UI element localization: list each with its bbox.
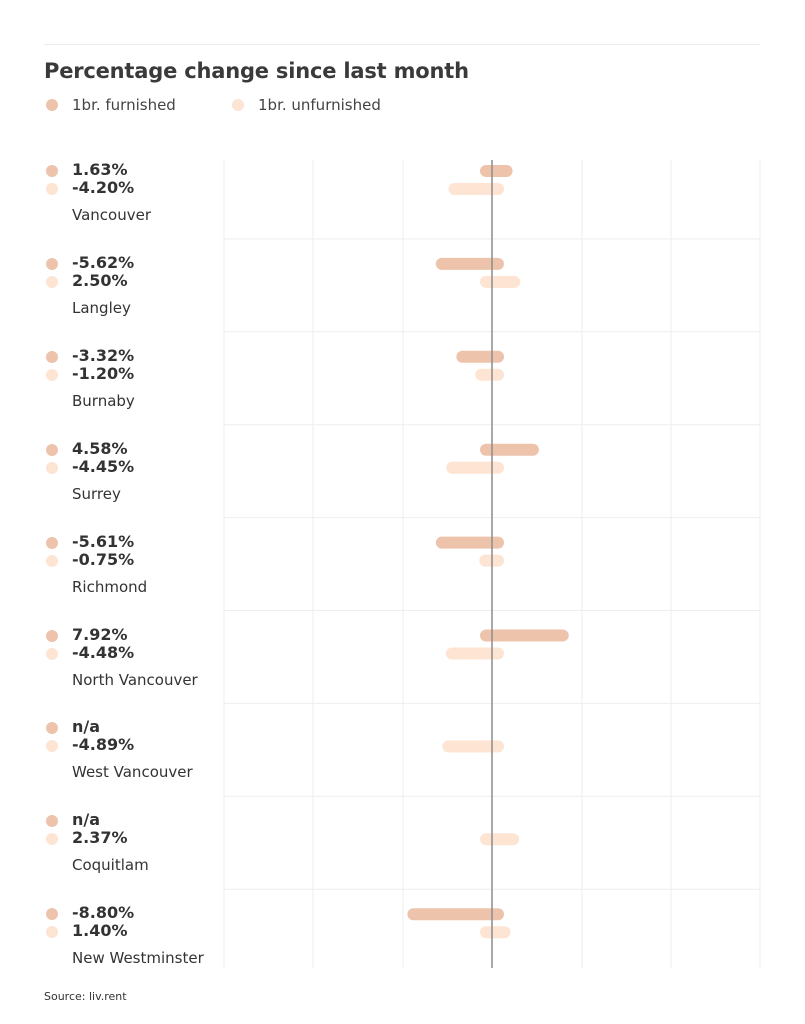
data-label-unfurnished: -0.75% xyxy=(72,549,135,569)
category-label: West Vancouver xyxy=(72,763,193,782)
top-divider xyxy=(44,44,760,45)
data-label-furnished: 1.63% xyxy=(72,160,128,179)
series-marker-furnished xyxy=(46,443,58,456)
legend-label-unfurnished: 1br. unfurnished xyxy=(258,96,381,114)
series-marker-unfurnished xyxy=(46,461,58,474)
series-marker-furnished xyxy=(46,350,58,363)
data-label-furnished: n/a xyxy=(72,717,101,737)
category-label: Richmond xyxy=(72,577,148,596)
data-label-unfurnished: -4.45% xyxy=(72,456,135,476)
series-marker-furnished xyxy=(46,629,58,642)
series-marker-unfurnished xyxy=(46,275,58,288)
series-marker-unfurnished xyxy=(46,926,58,939)
category-label: Surrey xyxy=(72,484,121,503)
data-label-furnished: n/a xyxy=(72,810,101,830)
series-marker-furnished xyxy=(46,257,58,270)
series-marker-furnished xyxy=(46,165,58,177)
category-label: Vancouver xyxy=(72,206,151,224)
data-label-furnished: 4.58% xyxy=(72,438,128,458)
legend: 1br. furnished 1br. unfurnished xyxy=(44,96,644,118)
series-marker-unfurnished xyxy=(46,183,58,195)
source-note: Source: liv.rent xyxy=(44,990,127,1003)
series-marker-furnished xyxy=(46,722,58,735)
data-label-furnished: -8.80% xyxy=(72,903,135,923)
legend-label-furnished: 1br. furnished xyxy=(72,96,176,114)
data-label-unfurnished: -4.20% xyxy=(72,178,135,197)
data-label-furnished: 7.92% xyxy=(72,624,128,644)
legend-swatch-furnished xyxy=(46,99,58,111)
category-label: North Vancouver xyxy=(72,670,198,689)
legend-item-unfurnished: 1br. unfurnished xyxy=(232,96,381,114)
legend-swatch-unfurnished xyxy=(232,99,244,111)
data-label-unfurnished: 1.40% xyxy=(72,921,128,941)
data-label-unfurnished: 2.50% xyxy=(72,270,128,290)
category-label: Langley xyxy=(72,298,131,317)
data-label-furnished: -5.61% xyxy=(72,531,135,551)
data-label-furnished: -3.32% xyxy=(72,345,135,365)
series-marker-unfurnished xyxy=(46,647,58,660)
category-label: Coquitlam xyxy=(72,856,149,875)
series-marker-furnished xyxy=(46,908,58,921)
category-label: New Westminster xyxy=(72,949,204,968)
data-label-unfurnished: 2.37% xyxy=(72,828,128,848)
data-label-furnished: -5.62% xyxy=(72,252,135,272)
series-marker-unfurnished xyxy=(46,368,58,381)
data-label-unfurnished: -4.89% xyxy=(72,735,135,755)
series-marker-unfurnished xyxy=(46,833,58,846)
category-label: Burnaby xyxy=(72,391,135,410)
data-label-unfurnished: -4.48% xyxy=(72,642,135,662)
legend-item-furnished: 1br. furnished xyxy=(46,96,176,114)
chart-title: Percentage change since last month xyxy=(44,59,469,83)
series-marker-furnished xyxy=(46,815,58,828)
series-marker-furnished xyxy=(46,536,58,549)
data-label-unfurnished: -1.20% xyxy=(72,363,135,383)
series-marker-unfurnished xyxy=(46,554,58,567)
series-marker-unfurnished xyxy=(46,740,58,753)
